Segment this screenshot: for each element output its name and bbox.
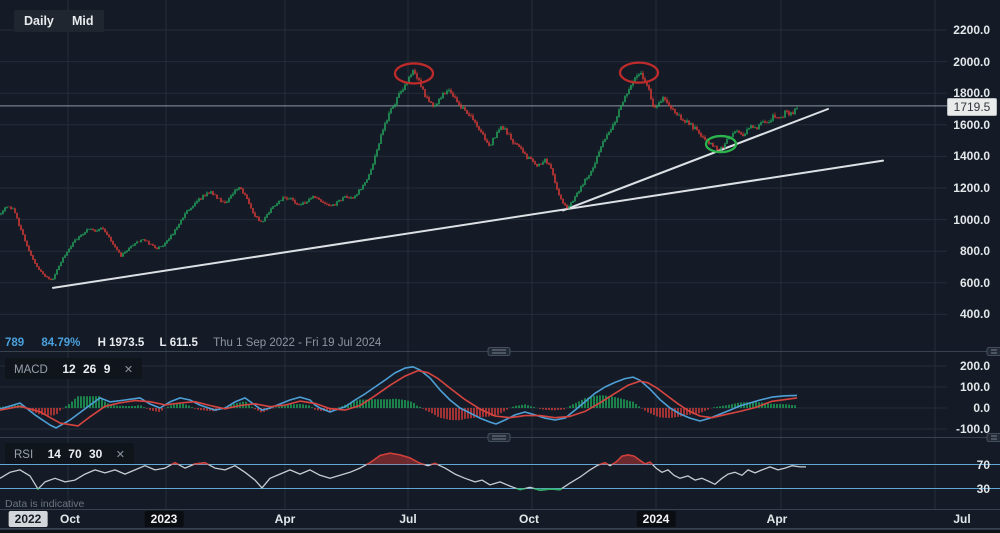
red-circle-annotation[interactable] (393, 62, 435, 85)
macd-axis-label: -100.0 (955, 422, 990, 436)
macd-params: 12 26 9 (62, 362, 111, 376)
x-axis-label: Apr (274, 512, 296, 526)
price-axis-label: 2000.0 (953, 54, 990, 69)
panel-resize-handle[interactable] (986, 347, 1000, 356)
green-circle-annotation[interactable] (704, 134, 738, 154)
rsi-line (0, 452, 806, 491)
x-axis-label: Jul (399, 512, 417, 526)
x-axis-label: Jul (953, 512, 971, 526)
price-axis-label: 1000.0 (953, 212, 990, 227)
price-axis-label: 1800.0 (953, 86, 990, 101)
candle-wicks-down (8, 68, 794, 280)
price-axis-label: 400.0 (959, 307, 990, 322)
macd-line (0, 365, 798, 429)
x-axis-label: 2024 (636, 511, 676, 527)
candle-wicks-up (0, 69, 798, 280)
macd-axis-label: 100.0 (959, 380, 990, 394)
timeframe-mid-button[interactable]: Mid (62, 10, 104, 32)
trendline[interactable] (52, 159, 884, 289)
macd-label: MACD (14, 364, 48, 376)
panel-resize-handle[interactable] (487, 347, 511, 356)
trendline[interactable] (562, 108, 829, 212)
macd-axis-label: 200.0 (959, 359, 990, 373)
rsi-params: 14 70 30 (47, 447, 103, 461)
price-axis-label: 2200.0 (953, 23, 990, 37)
candle-bodies-up (0, 70, 798, 281)
footnote: Data is indicative (5, 498, 85, 510)
macd-histogram-negative (26, 408, 712, 421)
rsi-overbought-fill (0, 453, 806, 465)
macd-axis-label: 0.0 (973, 401, 990, 415)
timeframe-daily-button[interactable]: Daily (14, 10, 64, 32)
status-date-range: Thu 1 Sep 2022 - Fri 19 Jul 2024 (213, 337, 382, 349)
status-high: H 1973.5 (97, 337, 145, 349)
rsi-close-icon[interactable]: ✕ (115, 449, 126, 461)
x-axis-label: 2023 (144, 511, 184, 527)
macd-signal-line (0, 369, 798, 427)
red-circle-annotation[interactable] (618, 61, 660, 84)
candle-bodies-down (8, 70, 794, 281)
macd-indicator-pill[interactable]: MACD 12 26 9 ✕ (5, 358, 143, 379)
rsi-axis-label: 70 (976, 457, 990, 472)
last-price-label: 1719.5 (947, 98, 997, 116)
x-axis-label: 2022 (8, 511, 48, 527)
x-axis-label: Apr (766, 512, 788, 526)
x-axis-label: Oct (59, 512, 81, 526)
status-change-percent: 84.79% (41, 337, 81, 349)
x-axis-label: Oct (518, 512, 540, 526)
rsi-indicator-pill[interactable]: RSI 14 70 30 ✕ (5, 443, 135, 464)
rsi-axis-label: 30 (976, 481, 990, 496)
macd-close-icon[interactable]: ✕ (123, 364, 134, 376)
horizontal-scrollbar[interactable] (0, 529, 1000, 533)
price-axis-label: 600.0 (959, 275, 990, 290)
panel-resize-handle[interactable] (487, 433, 511, 442)
status-low: L 611.5 (159, 337, 198, 349)
status-line: 789 84.79% H 1973.5 L 611.5 Thu 1 Sep 20… (5, 337, 381, 349)
price-axis-label: 1200.0 (953, 181, 990, 195)
price-axis-label: 800.0 (959, 244, 990, 259)
status-bars-count: 789 (5, 337, 25, 349)
panel-resize-handle[interactable] (986, 433, 1000, 442)
price-axis-label: 1400.0 (953, 149, 990, 164)
price-axis-label: 1600.0 (953, 117, 990, 132)
rsi-label: RSI (14, 449, 34, 461)
